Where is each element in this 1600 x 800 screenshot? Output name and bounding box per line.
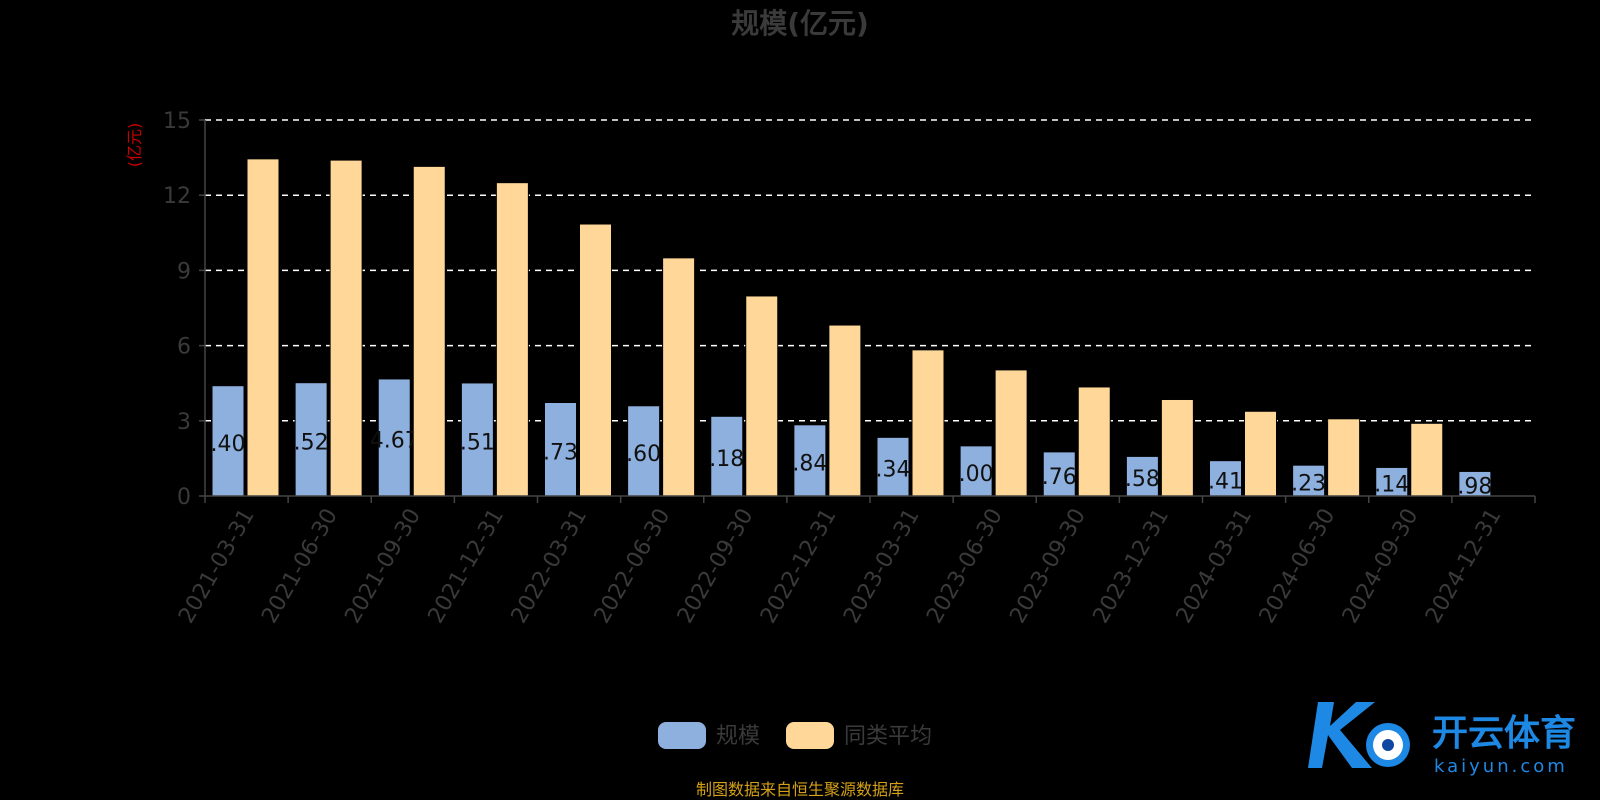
- legend[interactable]: 规模 同类平均: [658, 722, 932, 749]
- bar-value-label: .14: [1374, 473, 1409, 498]
- bar-peer-average[interactable]: [994, 369, 1028, 497]
- x-tick-label: 2024-03-31: [1172, 505, 1258, 628]
- y-tick-label: 6: [177, 335, 191, 360]
- bar-peer-average[interactable]: [495, 182, 529, 497]
- x-tick-label: 2021-06-30: [257, 505, 343, 628]
- bar-peer-average[interactable]: [246, 158, 280, 497]
- bar-scale[interactable]: [1292, 464, 1326, 497]
- bar-value-label: .73: [543, 440, 578, 465]
- bar-peer-average[interactable]: [911, 349, 945, 497]
- bar-scale[interactable]: [876, 436, 910, 497]
- bar-peer-average[interactable]: [1160, 398, 1194, 497]
- bar-peer-average[interactable]: [579, 223, 612, 497]
- y-tick-label: 15: [163, 109, 191, 134]
- bar-scale[interactable]: [1125, 455, 1159, 497]
- bar-value-label: .52: [294, 430, 329, 455]
- y-tick-label: 12: [163, 184, 191, 209]
- bar-value-label: .40: [211, 432, 246, 457]
- logo-text-cn: 开云体育: [1432, 713, 1576, 754]
- bar-scale[interactable]: [211, 385, 245, 497]
- bar-scale[interactable]: [377, 378, 411, 497]
- logo-emblem-icon: [1308, 702, 1410, 768]
- x-tick-label: 2022-12-31: [756, 505, 842, 628]
- bar-peer-average[interactable]: [1077, 386, 1111, 497]
- bar-peer-average[interactable]: [1327, 418, 1361, 497]
- bar-value-label: 4.67: [370, 428, 419, 453]
- bar-value-label: .41: [1208, 469, 1243, 494]
- x-tick-label: 2021-03-31: [174, 505, 260, 628]
- bar-value-label: .18: [709, 447, 744, 472]
- bar-value-label: .58: [1125, 467, 1160, 492]
- x-tick-label: 2023-09-30: [1005, 505, 1091, 628]
- bar-peer-average[interactable]: [1244, 410, 1277, 497]
- source-note: 制图数据来自恒生聚源数据库: [696, 780, 904, 799]
- grid: [205, 119, 1535, 422]
- x-tick-label: 2024-12-31: [1421, 505, 1507, 628]
- x-tick-label: 2023-12-31: [1089, 505, 1175, 628]
- bar-value-label: .51: [460, 430, 495, 455]
- bar-value-label: .76: [1042, 465, 1077, 490]
- bar-peer-average[interactable]: [412, 165, 446, 497]
- bar-peer-average[interactable]: [1410, 422, 1444, 497]
- y-axis-label: (亿元): [125, 123, 144, 168]
- legend-label[interactable]: 规模: [716, 724, 760, 749]
- x-tick-label: 2022-06-30: [590, 505, 676, 628]
- bar-peer-average[interactable]: [662, 257, 696, 497]
- x-tick-label: 2021-09-30: [340, 505, 426, 628]
- y-tick-label: 0: [177, 485, 191, 510]
- bar-value-label: .34: [876, 458, 911, 483]
- x-tick-label: 2022-03-31: [507, 505, 593, 628]
- legend-swatch[interactable]: [786, 722, 834, 749]
- bar-scale[interactable]: [460, 382, 494, 497]
- bar-scale[interactable]: [294, 382, 328, 497]
- bar-value-label: .60: [626, 442, 661, 467]
- bar-peer-average[interactable]: [828, 324, 862, 497]
- legend-swatch[interactable]: [658, 722, 706, 749]
- bar-peer-average[interactable]: [329, 159, 363, 497]
- legend-label[interactable]: 同类平均: [844, 724, 932, 749]
- bar-scale[interactable]: [1042, 451, 1076, 497]
- watermark-logo: 开云体育 kaiyun.com: [1308, 702, 1576, 777]
- bar-value-label: .00: [959, 462, 994, 487]
- x-tick-label: 2022-09-30: [673, 505, 759, 628]
- x-tick-label: 2023-06-30: [922, 505, 1008, 628]
- x-tick-label: 2023-03-31: [839, 505, 925, 628]
- bar-value-label: .23: [1291, 472, 1326, 497]
- y-tick-label: 9: [177, 259, 191, 284]
- bar-scale[interactable]: [627, 405, 661, 497]
- bar-peer-average[interactable]: [745, 295, 779, 497]
- bars: .40 .52 4.67 .51 .73 .60 .18 .84 .34 .00 .76 .58 .41…: [211, 158, 1492, 500]
- x-tick-label: 2024-06-30: [1255, 505, 1341, 628]
- chart-title: 规模(亿元): [731, 7, 869, 40]
- bar-value-label: .84: [792, 451, 827, 476]
- y-tick-label: 3: [177, 410, 191, 435]
- x-tick-label: 2021-12-31: [424, 505, 510, 628]
- logo-text-en: kaiyun.com: [1434, 756, 1568, 777]
- x-tick-label: 2024-09-30: [1338, 505, 1424, 628]
